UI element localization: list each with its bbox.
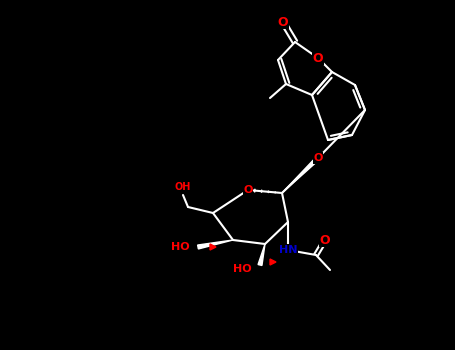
Text: O: O	[320, 233, 330, 246]
Text: HN: HN	[279, 245, 297, 255]
Text: HO: HO	[172, 242, 190, 252]
Text: O: O	[278, 15, 288, 28]
Polygon shape	[258, 244, 265, 265]
Text: O: O	[313, 153, 323, 163]
Text: O: O	[243, 185, 253, 195]
Text: O: O	[313, 51, 324, 64]
Polygon shape	[197, 240, 233, 249]
Polygon shape	[210, 244, 216, 250]
Text: OH: OH	[175, 182, 191, 192]
Polygon shape	[282, 156, 319, 193]
Polygon shape	[270, 259, 276, 265]
Text: HO: HO	[233, 264, 252, 274]
